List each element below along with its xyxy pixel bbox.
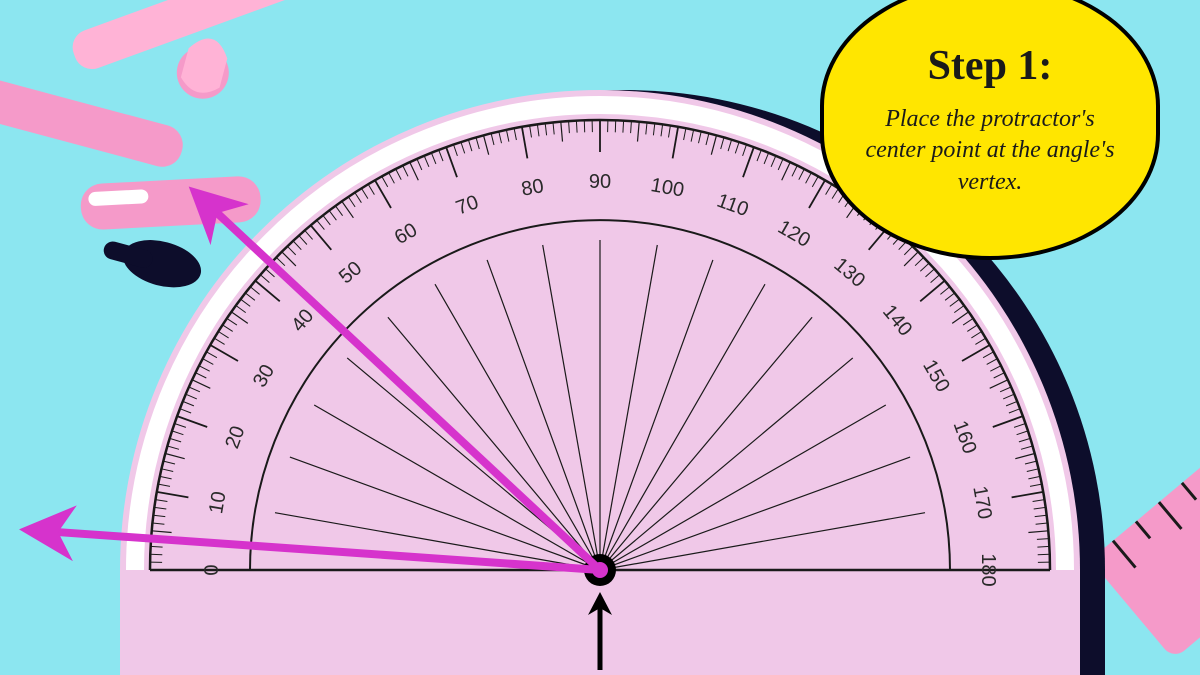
svg-text:80: 80 [520,175,546,201]
svg-text:90: 90 [589,171,611,193]
svg-text:10: 10 [205,490,231,516]
svg-text:0: 0 [201,564,223,575]
scene-canvas: 0102030405060708090100110120130140150160… [0,0,1200,675]
callout-title: Step 1: [928,42,1053,90]
instruction-callout: Step 1: Place the protractor's center po… [820,0,1160,260]
svg-text:180: 180 [977,553,999,586]
callout-body: Place the protractor's center point at t… [854,104,1126,198]
